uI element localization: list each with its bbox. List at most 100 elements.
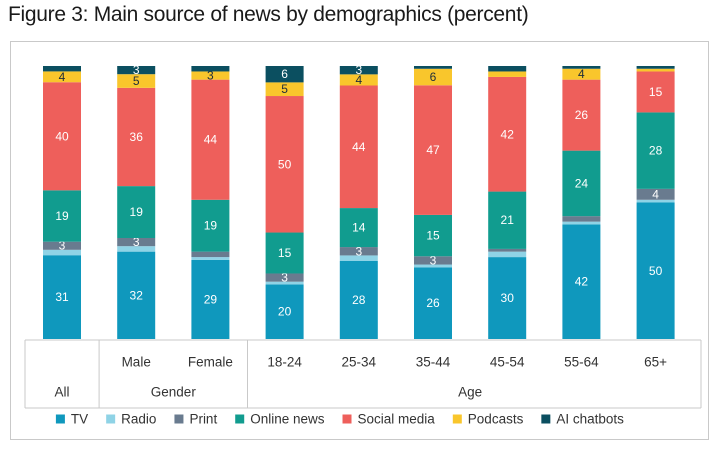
- bar-segment-all-podcasts: [43, 71, 81, 83]
- bar-stack-65: 50 4 28 15: [636, 66, 675, 339]
- bar-segment-45-54-social-media: [488, 76, 527, 192]
- bar-segment-18-24-podcasts: [265, 82, 304, 97]
- chart-frame: 31 3 19 40 4 32 3 19 36 5 3 29 19 44 3 20 3 15 50 5 6 28 3 14 44…: [10, 41, 709, 440]
- data-label-male-podcasts: 5: [133, 74, 140, 88]
- bar-segment-female-tv: [191, 259, 230, 339]
- bar-segment-25-34-radio: [339, 255, 378, 261]
- group-label-gender: Gender: [151, 385, 197, 400]
- bar-segment-25-34-online-news: [339, 208, 378, 248]
- data-label-all-online-news: 19: [55, 209, 69, 223]
- data-label-35-44-podcasts: 6: [430, 70, 437, 84]
- bar-segment-female-print: [191, 251, 230, 258]
- tick-label-45-54: 45-54: [490, 355, 525, 370]
- data-label-55-64-tv: 42: [575, 275, 589, 289]
- tick-label-all: All: [54, 385, 69, 400]
- bar-segment-55-64-print: [562, 216, 601, 222]
- chart-title: Figure 3: Main source of news by demogra…: [8, 3, 529, 26]
- bar-segment-45-54-ai-chatbots: [488, 66, 527, 72]
- bar-segment-65-online-news: [636, 112, 675, 189]
- tick-label-25-34: 25-34: [342, 355, 377, 370]
- bar-segment-55-64-tv: [562, 224, 601, 339]
- bar-segment-45-54-online-news: [488, 191, 527, 249]
- data-label-25-34-podcasts: 4: [355, 73, 362, 87]
- bar-segment-35-44-radio: [414, 264, 452, 268]
- data-label-female-podcasts: 3: [207, 69, 214, 83]
- legend-swatch-online-news: [235, 414, 245, 424]
- legend-item-social-media: Social media: [342, 412, 435, 427]
- data-label-35-44-online-news: 15: [426, 229, 440, 243]
- tick-label-55-64: 55-64: [564, 355, 599, 370]
- bar-segment-55-64-ai-chatbots: [562, 66, 601, 69]
- legend-swatch-ai-chatbots: [541, 414, 551, 424]
- data-label-55-64-podcasts: 4: [578, 67, 585, 81]
- data-label-65-social-media: 15: [649, 85, 663, 99]
- bar-segment-25-34-podcasts: [339, 74, 378, 86]
- data-label-45-54-tv: 30: [501, 291, 515, 305]
- data-label-all-print: 3: [59, 239, 66, 253]
- bar-segment-female-radio: [191, 257, 230, 260]
- data-label-18-24-tv: 20: [278, 305, 292, 319]
- data-label-35-44-tv: 26: [426, 296, 440, 310]
- bar-segment-18-24-social-media: [265, 96, 304, 233]
- bar-segment-55-64-podcasts: [562, 68, 601, 80]
- bar-segment-25-34-ai-chatbots: [339, 66, 378, 75]
- data-label-female-online-news: 19: [204, 219, 218, 233]
- legend: TV Radio Print Online news Social media Podca…: [55, 412, 624, 427]
- bar-segment-65-print: [636, 188, 675, 200]
- bar-segment-all-social-media: [43, 82, 81, 191]
- data-label-35-44-print: 3: [430, 253, 437, 267]
- bar-segment-65-tv: [636, 202, 675, 339]
- bar-segment-18-24-print: [265, 273, 304, 282]
- bar-segment-18-24-ai-chatbots: [265, 66, 304, 83]
- bar-stack-all: 31 3 19 40 4: [43, 66, 81, 339]
- bar-segment-all-print: [43, 241, 81, 250]
- bar-segment-35-44-podcasts: [414, 68, 452, 86]
- data-label-45-54-social-media: 42: [501, 127, 515, 141]
- bar-segment-male-print: [117, 237, 156, 247]
- legend-label-online-news: Online news: [250, 412, 325, 427]
- legend-item-ai-chatbots: AI chatbots: [541, 412, 624, 427]
- bar-segment-all-radio: [43, 249, 81, 256]
- bar-stack-45-54: 30 21 42: [488, 66, 527, 339]
- data-label-18-24-print: 3: [281, 271, 288, 285]
- data-label-45-54-online-news: 21: [501, 213, 515, 227]
- bar-segment-35-44-social-media: [414, 85, 452, 215]
- bar-segment-male-tv: [117, 251, 156, 339]
- tick-label-male: Male: [122, 355, 151, 370]
- bar-segment-55-64-radio: [562, 221, 601, 225]
- data-label-25-34-social-media: 44: [352, 140, 366, 154]
- bar-stack-55-64: 42 24 26 4: [562, 66, 601, 339]
- tick-label-18-24: 18-24: [267, 355, 302, 370]
- data-label-25-34-ai-chatbots: 3: [355, 63, 362, 77]
- data-label-all-tv: 31: [55, 290, 69, 304]
- bar-segment-65-radio: [636, 199, 675, 203]
- legend-label-print: Print: [189, 412, 217, 427]
- bar-segment-all-tv: [43, 255, 81, 339]
- bar-segment-35-44-print: [414, 256, 452, 265]
- data-label-65-online-news: 28: [649, 144, 663, 158]
- legend-item-podcasts: Podcasts: [452, 412, 524, 427]
- tick-label-female: Female: [188, 355, 233, 370]
- data-label-18-24-ai-chatbots: 6: [281, 67, 288, 81]
- legend-swatch-radio: [106, 414, 116, 424]
- tick-label-65: 65+: [644, 355, 667, 370]
- bar-segment-65-social-media: [636, 71, 675, 113]
- legend-item-print: Print: [174, 412, 217, 427]
- bar-stack-35-44: 26 3 15 47 6: [414, 66, 452, 339]
- bar-segment-45-54-radio: [488, 251, 527, 258]
- bar-segment-25-34-social-media: [339, 85, 378, 209]
- data-label-18-24-podcasts: 5: [281, 82, 288, 96]
- data-label-male-online-news: 19: [130, 205, 144, 219]
- data-label-female-social-media: 44: [204, 133, 218, 147]
- bar-stack-female: 29 19 44 3: [191, 66, 230, 339]
- data-label-18-24-online-news: 15: [278, 246, 292, 260]
- bar-stack-18-24: 20 3 15 50 56: [265, 66, 304, 339]
- bar-segment-female-social-media: [191, 79, 230, 200]
- bar-segment-male-podcasts: [117, 74, 156, 88]
- data-label-all-social-media: 40: [55, 129, 69, 143]
- bar-segment-18-24-tv: [265, 284, 304, 339]
- legend-label-tv: TV: [71, 412, 88, 427]
- data-label-25-34-print: 3: [355, 244, 362, 258]
- bar-segment-25-34-print: [339, 247, 378, 256]
